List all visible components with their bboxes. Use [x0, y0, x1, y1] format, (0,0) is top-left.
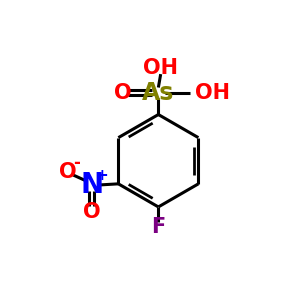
- Text: N: N: [80, 171, 104, 199]
- Text: OH: OH: [143, 58, 178, 78]
- Text: OH: OH: [195, 82, 230, 103]
- Text: O: O: [114, 82, 131, 103]
- Text: +: +: [96, 168, 109, 183]
- Text: O: O: [83, 202, 100, 222]
- Text: -: -: [73, 154, 80, 172]
- Text: O: O: [59, 162, 76, 182]
- Text: F: F: [151, 217, 166, 237]
- Text: As: As: [142, 81, 175, 105]
